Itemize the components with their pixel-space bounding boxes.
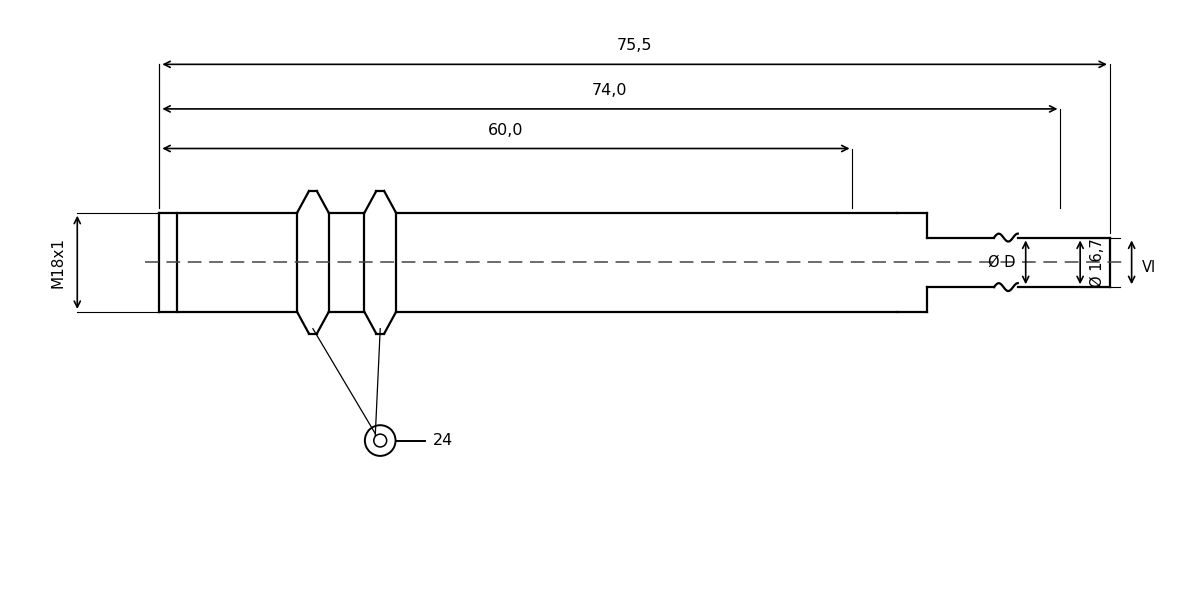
Text: 74,0: 74,0	[592, 83, 628, 98]
Text: 60,0: 60,0	[488, 122, 523, 138]
Text: Ø D: Ø D	[989, 255, 1016, 270]
Text: VI: VI	[1141, 260, 1156, 275]
Text: 24: 24	[433, 433, 454, 448]
Circle shape	[373, 434, 386, 447]
Text: M18x1: M18x1	[50, 237, 66, 288]
Circle shape	[365, 425, 396, 456]
Text: 75,5: 75,5	[617, 39, 653, 53]
Text: Ø 16,7: Ø 16,7	[1090, 238, 1105, 287]
